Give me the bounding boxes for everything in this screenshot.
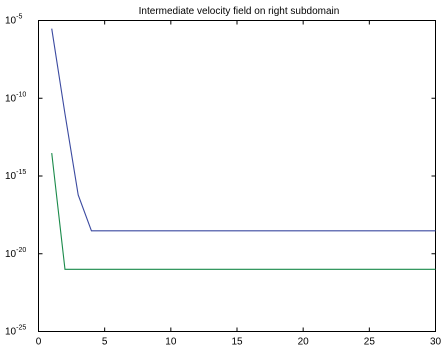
- y-tick-label: 10-25: [5, 325, 26, 338]
- y-tick-label: 10-20: [5, 247, 26, 260]
- x-tick-label: 25: [364, 337, 376, 348]
- x-tick-label: 15: [231, 337, 243, 348]
- y-tick-label: 10-5: [5, 14, 22, 27]
- y-tick-label-exponent: -25: [16, 325, 26, 332]
- plot-area: [38, 20, 436, 332]
- y-tick-label: 10-10: [5, 91, 26, 104]
- y-tick-label-exponent: -20: [16, 247, 26, 254]
- x-tick-label: 20: [298, 337, 310, 348]
- series-line-2: [51, 152, 436, 270]
- y-tick-label-base: 10: [5, 16, 17, 27]
- y-tick-label-base: 10: [5, 249, 17, 260]
- y-tick-label-exponent: -15: [16, 169, 26, 176]
- x-tick-label: 5: [102, 337, 108, 348]
- y-tick-label-exponent: -5: [16, 14, 22, 21]
- x-tick-label: 10: [165, 337, 177, 348]
- chart-title: Intermediate velocity field on right sub…: [139, 6, 340, 17]
- x-tick-label: 30: [430, 337, 442, 348]
- x-axis: 0 5 10 15 20 25 30: [36, 20, 442, 348]
- y-tick-label-base: 10: [5, 327, 17, 338]
- series-line-1: [51, 28, 436, 232]
- y-tick-label-base: 10: [5, 93, 17, 104]
- y-tick-label-exponent: -10: [16, 91, 26, 98]
- y-tick-label-base: 10: [5, 171, 17, 182]
- x-tick-label: 0: [36, 337, 42, 348]
- series-group: [51, 28, 436, 270]
- y-tick-label: 10-15: [5, 169, 26, 182]
